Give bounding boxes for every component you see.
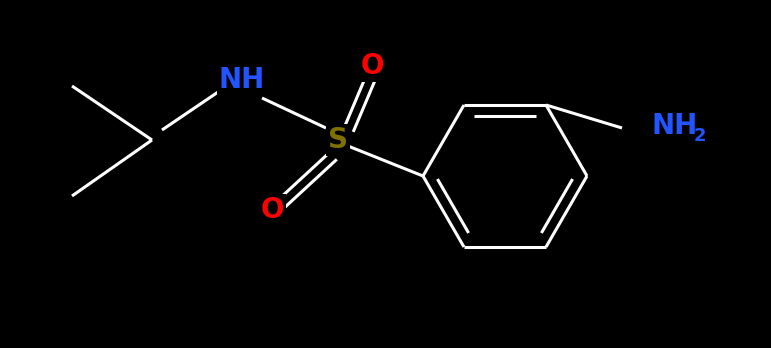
Text: S: S [328,126,348,154]
Text: NH: NH [652,112,699,140]
Text: NH: NH [219,66,265,94]
Text: 2: 2 [694,127,706,145]
Text: O: O [261,196,284,224]
Text: O: O [360,52,384,80]
